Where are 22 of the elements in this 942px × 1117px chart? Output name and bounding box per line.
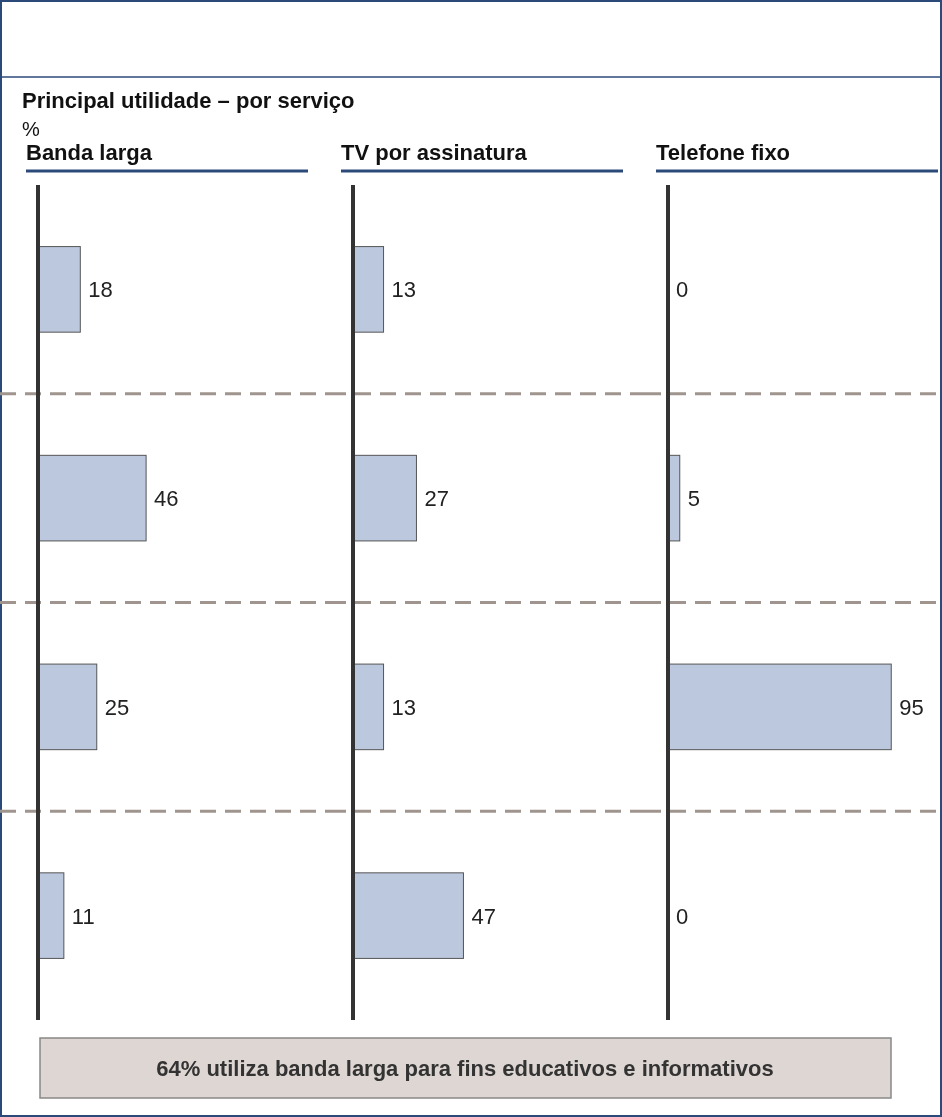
text: Principal utilidade – por serviço <box>22 88 355 113</box>
bar <box>37 246 81 333</box>
bar <box>37 872 65 959</box>
data-label: 0 <box>676 277 689 303</box>
data-label: 13 <box>391 694 417 720</box>
text: % <box>22 118 40 140</box>
chart-title: Banda larga <box>26 140 153 165</box>
data-label: 13 <box>391 277 417 303</box>
bar <box>37 663 98 751</box>
data-label: 25 <box>104 694 130 720</box>
chart-title: TV por assinatura <box>341 140 528 165</box>
data-label: 11 <box>71 903 95 929</box>
data-label: 0 <box>676 903 689 929</box>
chart-title: Telefone fixo <box>656 140 791 165</box>
data-label: 47 <box>471 903 496 929</box>
bar <box>37 454 147 542</box>
data-label: 95 <box>899 694 924 720</box>
text: 64% utiliza banda larga para fins educativos e informativos <box>156 1056 774 1081</box>
data-label: 5 <box>687 486 700 512</box>
data-label: 18 <box>88 277 113 303</box>
data-label: 46 <box>154 486 179 512</box>
data-label: 27 <box>424 486 449 512</box>
